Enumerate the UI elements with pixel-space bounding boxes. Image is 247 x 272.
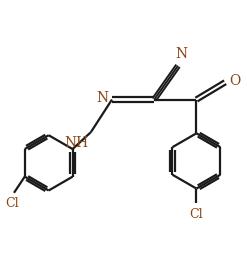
Text: N: N <box>176 47 188 61</box>
Text: N: N <box>96 91 108 105</box>
Text: Cl: Cl <box>5 197 19 211</box>
Text: NH: NH <box>65 136 89 150</box>
Text: O: O <box>229 74 240 88</box>
Text: Cl: Cl <box>190 208 203 221</box>
